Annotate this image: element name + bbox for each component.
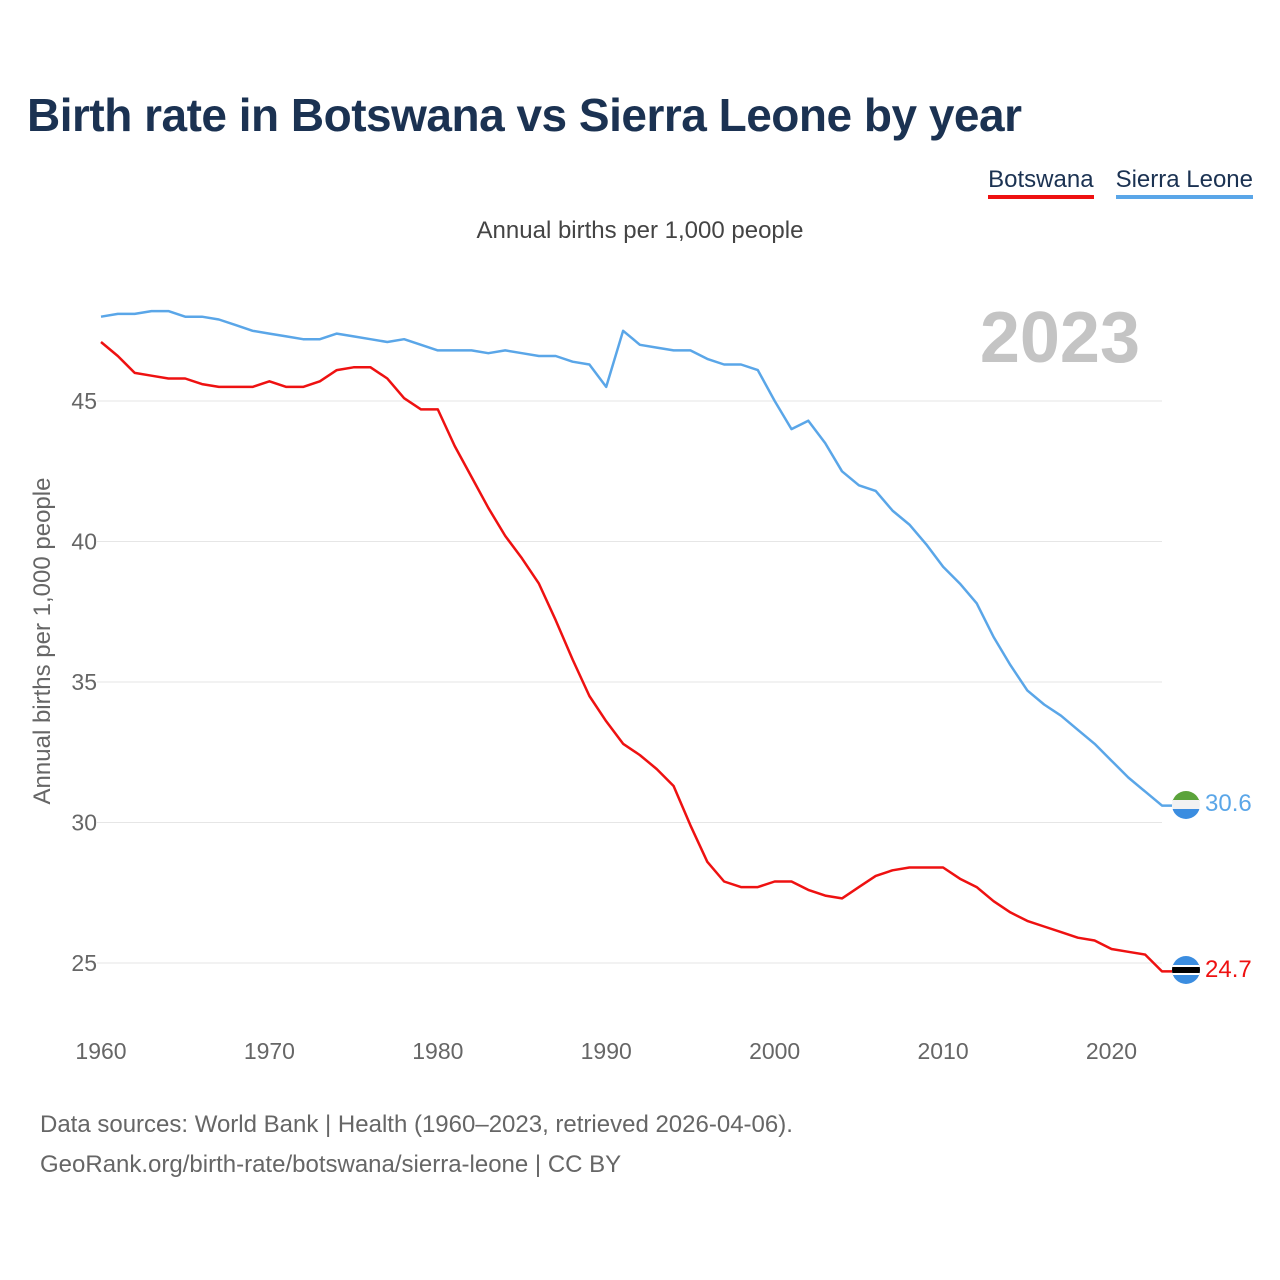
y-tick-label: 30 xyxy=(71,810,97,836)
gridlines xyxy=(97,400,1162,964)
x-tick-label: 1970 xyxy=(244,1038,295,1064)
botswana-flag-icon xyxy=(1172,956,1200,984)
source-url: GeoRank.org/birth-rate/botswana/sierra-l… xyxy=(40,1151,622,1178)
x-tick-label: 2020 xyxy=(1086,1038,1137,1064)
series-line-sierra-leone xyxy=(100,309,1172,807)
series-line-botswana xyxy=(100,341,1172,973)
y-axis-label: Annual births per 1,000 people xyxy=(29,478,56,805)
chart-subtitle: Annual births per 1,000 people xyxy=(476,217,804,244)
end-label-botswana: 24.7 xyxy=(1205,956,1252,983)
x-tick-label: 1980 xyxy=(412,1038,463,1064)
data-source-note: Data sources: World Bank | Health (1960–… xyxy=(40,1111,793,1138)
x-axis-ticks: 1960 1970 1980 1990 2000 2010 2020 xyxy=(75,1038,1137,1064)
end-label-sierra-leone: 30.6 xyxy=(1205,790,1252,817)
sierra-leone-flag-icon xyxy=(1172,791,1200,819)
chart-title: Birth rate in Botswana vs Sierra Leone b… xyxy=(27,89,1022,141)
x-tick-label: 2010 xyxy=(917,1038,968,1064)
y-tick-label: 45 xyxy=(71,388,97,414)
x-tick-label: 1960 xyxy=(75,1038,126,1064)
y-tick-label: 40 xyxy=(71,529,97,555)
y-tick-label: 35 xyxy=(71,669,97,695)
series-lines xyxy=(100,309,1172,973)
y-axis-ticks: 25 30 35 40 45 xyxy=(71,388,97,976)
current-year-label: 2023 xyxy=(980,298,1140,378)
legend-item-botswana[interactable]: Botswana xyxy=(988,166,1094,199)
y-tick-label: 25 xyxy=(71,950,97,976)
x-tick-label: 2000 xyxy=(749,1038,800,1064)
legend-item-sierra-leone[interactable]: Sierra Leone xyxy=(1115,166,1253,199)
footer: Data sources: World Bank | Health (1960–… xyxy=(40,1105,793,1185)
legend: Botswana Sierra Leone xyxy=(988,166,1253,199)
x-tick-label: 1990 xyxy=(581,1038,632,1064)
